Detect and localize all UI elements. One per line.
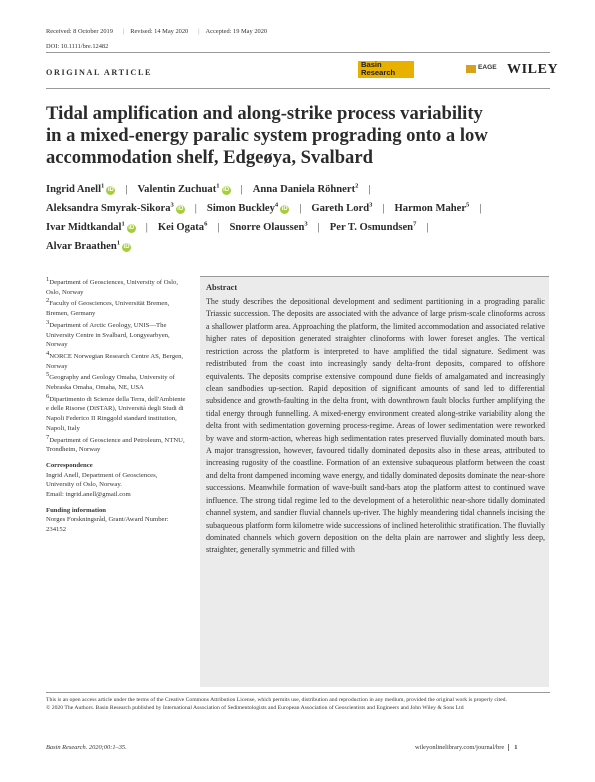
author[interactable]: Ivar Midtkandal1iD — [46, 220, 136, 233]
correspondence-text: Ingrid Anell, Department of Geosciences,… — [46, 471, 158, 489]
footer-rule — [46, 692, 550, 693]
page-number: 1 — [508, 744, 518, 751]
affiliations-column: 1Department of Geosciences, University o… — [46, 275, 186, 535]
author[interactable]: Per T. Osmundsen7 — [329, 220, 417, 233]
journal-logo-line1: Basin — [361, 60, 382, 69]
journal-url[interactable]: wileyonlinelibrary.com/journal/bre — [415, 744, 505, 751]
header-rule — [46, 52, 550, 53]
title-line: accommodation shelf, Edgeøya, Svalbard — [46, 147, 373, 168]
affiliation: 2Faculty of Geosciences, Universität Bre… — [46, 297, 170, 318]
author[interactable]: Harmon Maher5 — [394, 201, 470, 214]
orcid-icon[interactable]: iD — [175, 205, 185, 214]
affiliation: 4NORCE Norwegian Research Centre AS, Ber… — [46, 349, 184, 370]
correspondence-email[interactable]: Email: ingrid.anell@gmail.com — [46, 491, 131, 499]
article-dates: Received: 8 October 2019 | Revised: 14 May… — [46, 28, 268, 35]
orcid-icon[interactable]: iD — [106, 186, 116, 195]
license-line: This is an open access article under the… — [46, 697, 507, 703]
affiliation: 5Geography and Geology Omaha, University… — [46, 371, 175, 392]
footer-right: wileyonlinelibrary.com/journal/bre 1 — [415, 744, 518, 751]
author[interactable]: Gareth Lord3 — [311, 201, 373, 214]
doi[interactable]: DOI: 10.1111/bre.12482 — [46, 43, 109, 50]
orcid-icon[interactable]: iD — [122, 243, 132, 252]
author[interactable]: Anna Daniela Röhnert2 — [252, 182, 359, 195]
author-list: Ingrid Anell1iD | Valentin Zuchuat1iD | Anna… — [46, 182, 482, 252]
orcid-icon[interactable]: iD — [280, 205, 290, 214]
abstract-heading: Abstract — [206, 283, 238, 292]
affiliation: 3Department of Arctic Geology, UNIS—The … — [46, 318, 170, 349]
license-notice: This is an open access article under the… — [46, 696, 550, 713]
article-type: ORIGINAL ARTICLE — [46, 68, 153, 77]
eage-logo[interactable]: EAGE — [466, 63, 497, 75]
orcid-icon[interactable]: iD — [126, 224, 136, 233]
copyright-line: © 2020 The Authors. Basin Research publi… — [46, 705, 464, 712]
author[interactable]: Alvar Braathen1iD — [46, 239, 132, 252]
abstract-text: The study describes the depositional dev… — [206, 297, 545, 555]
abstract-box: Abstract The study describes the deposit… — [200, 276, 549, 687]
author[interactable]: Kei Ogata6 — [157, 220, 208, 233]
author[interactable]: Aleksandra Smyrak-Sikora3iD — [46, 201, 185, 214]
author[interactable]: Simon Buckley4iD — [206, 201, 290, 214]
author[interactable]: Snorre Olaussen3 — [229, 220, 308, 233]
article-title: Tidal amplification and along-strike pro… — [46, 103, 556, 169]
correspondence-heading: Correspondence — [46, 461, 93, 469]
funding-heading: Funding information — [46, 506, 107, 514]
accepted-date: Accepted: 19 May 2020 — [205, 28, 268, 35]
title-rule — [46, 88, 550, 89]
received-date: Received: 8 October 2019 — [46, 28, 113, 35]
title-line: in a mixed-energy paralic system prograd… — [46, 125, 488, 146]
journal-logo[interactable]: Basin Research — [358, 61, 414, 78]
affiliation: 6Dipartimento di Scienze della Terra, de… — [46, 392, 186, 432]
title-line: Tidal amplification and along-strike pro… — [46, 103, 483, 124]
affiliation: 7Department of Geoscience and Petroleum,… — [46, 433, 185, 454]
author[interactable]: Ingrid Anell1iD — [46, 182, 116, 195]
eage-emblem-icon — [466, 65, 476, 73]
affiliation: 1Department of Geosciences, University o… — [46, 275, 178, 296]
publisher-logo[interactable]: WILEY — [507, 62, 559, 77]
revised-date: Revised: 14 May 2020 — [130, 28, 189, 35]
journal-citation: Basin Research. 2020;00:1–35. — [46, 744, 127, 751]
author[interactable]: Valentin Zuchuat1iD — [137, 182, 231, 195]
journal-logo-line2: Research — [361, 68, 396, 77]
funding-text: Norges Forskningsråd, Grant/Award Number… — [46, 516, 169, 534]
orcid-icon[interactable]: iD — [221, 186, 231, 195]
